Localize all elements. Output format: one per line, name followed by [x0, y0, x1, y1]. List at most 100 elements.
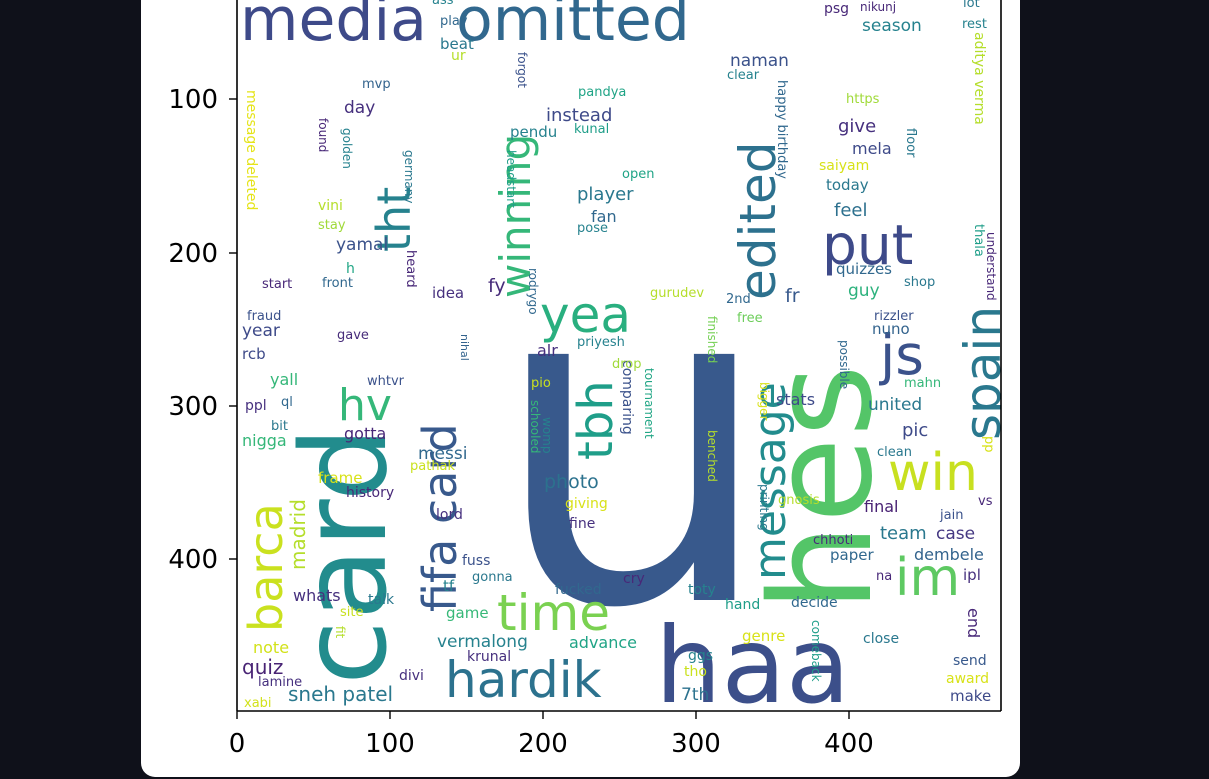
word-fit: fit [333, 626, 347, 639]
word-hes: hes [741, 364, 904, 612]
word-pendu: pendu [510, 123, 557, 141]
word-pic: pic [902, 420, 928, 441]
word-headstart: headstart [504, 150, 518, 208]
word-start: start [262, 277, 292, 292]
word-https: https [846, 92, 880, 107]
word-season: season [862, 16, 922, 36]
word-madrid: madrid [286, 499, 310, 570]
word-giving: giving [565, 496, 608, 512]
word-hand: hand [725, 597, 760, 613]
word-bigger: bigger [757, 382, 771, 421]
word-put: put [822, 213, 913, 277]
word-mela: mela [852, 139, 892, 158]
y-tick-label: 300 [168, 392, 218, 422]
word-psg: psg [824, 1, 849, 17]
word-rizzler: rizzler [874, 309, 914, 324]
word-lamine: lamine [258, 675, 302, 690]
word-im: im [895, 548, 960, 608]
word-naman: naman [730, 51, 789, 71]
word-benched: benched [705, 430, 719, 482]
word-dembele: dembele [914, 545, 984, 564]
word-front: front [322, 276, 353, 291]
word-nuno: nuno [872, 320, 910, 338]
y-axis-ticks: 100 200 300 400 [168, 85, 237, 575]
word-feel: feel [834, 200, 868, 221]
word-united: united [868, 395, 922, 415]
x-tick-label: 200 [518, 729, 568, 759]
word-gnosis: gnosis [778, 493, 820, 508]
word-2nd: 2nd [726, 292, 751, 307]
word-year: year [242, 321, 280, 341]
word-game: game [446, 604, 489, 622]
word-message: message [745, 382, 796, 580]
word-case: case [936, 524, 975, 544]
word-ur: ur [451, 48, 466, 64]
word-free: free [737, 311, 763, 326]
word-priyesh: priyesh [577, 335, 625, 350]
word-note: note [253, 638, 289, 657]
word-mahn: mahn [904, 376, 941, 391]
word-germany: germany [402, 150, 416, 203]
word-clean: clean [877, 445, 912, 460]
word-photo: photo [544, 471, 599, 493]
word-fuss: fuss [462, 553, 490, 569]
word-pandya: pandya [578, 85, 626, 100]
word-messi: messi [418, 444, 467, 464]
word-ql: ql [281, 395, 293, 410]
word-gave: gave [337, 328, 369, 343]
word-stay: stay [318, 218, 346, 233]
word-golden: golden [340, 128, 354, 169]
word-edited: edited [729, 142, 787, 301]
word-nihal: nihal [458, 334, 471, 361]
word-comeback: comeback [809, 620, 823, 682]
word-end: end [964, 608, 983, 638]
word-forgot: forgot [515, 52, 529, 88]
word-nikunj: nikunj [860, 0, 896, 14]
word-beat: beat [440, 35, 474, 53]
word-hardik: hardik [445, 651, 602, 709]
word-play: play [440, 14, 468, 29]
word-rodrygo: rodrygo [526, 268, 540, 315]
word-na: na [876, 569, 892, 584]
word-7th: 7th [681, 685, 709, 705]
word-time: time [497, 584, 610, 642]
word-player: player [577, 184, 634, 205]
word-fifa-card: fifa card [413, 423, 467, 612]
word-pose: pose [577, 221, 608, 236]
word-sneh-patel: sneh patel [288, 682, 393, 706]
word-genre: genre [742, 627, 785, 645]
word-fucked: fucked [555, 582, 602, 598]
word-hv: hv [338, 380, 392, 431]
word-tht: tht [367, 187, 421, 252]
word-js: js [879, 323, 924, 387]
word-aditya-verma: aditya verma [971, 32, 987, 125]
word-day: day [344, 98, 375, 118]
word-rcb: rcb [242, 345, 266, 363]
y-tick-label: 400 [168, 545, 218, 575]
word-whtvr: whtvr [367, 374, 405, 389]
word-history: history [346, 485, 394, 501]
word-ppl: ppl [245, 398, 267, 414]
word-guy: guy [848, 281, 880, 301]
word-frame: frame [318, 469, 362, 487]
word-pathak: pathak [410, 459, 456, 474]
word-lot: lot [963, 0, 980, 11]
word-u: u [490, 183, 775, 707]
word-yea: yea [540, 286, 631, 344]
word-floor: floor [903, 128, 918, 158]
word-award: award [946, 671, 989, 687]
word-fy: fy [488, 275, 506, 297]
word-ass: ass [432, 0, 454, 8]
word-gonna: gonna [472, 570, 513, 585]
word-comparing: comparing [619, 360, 635, 435]
x-axis-ticks: 0 100 200 300 400 [229, 711, 874, 759]
word-h: h [346, 261, 355, 277]
word-team: team [880, 523, 927, 544]
word-nigga: nigga [242, 431, 287, 450]
word-tho: tho [684, 664, 707, 680]
word-yamal: yamal [336, 235, 388, 255]
word-vermalong: vermalong [437, 632, 528, 652]
word-schooled: schooled [528, 400, 542, 453]
